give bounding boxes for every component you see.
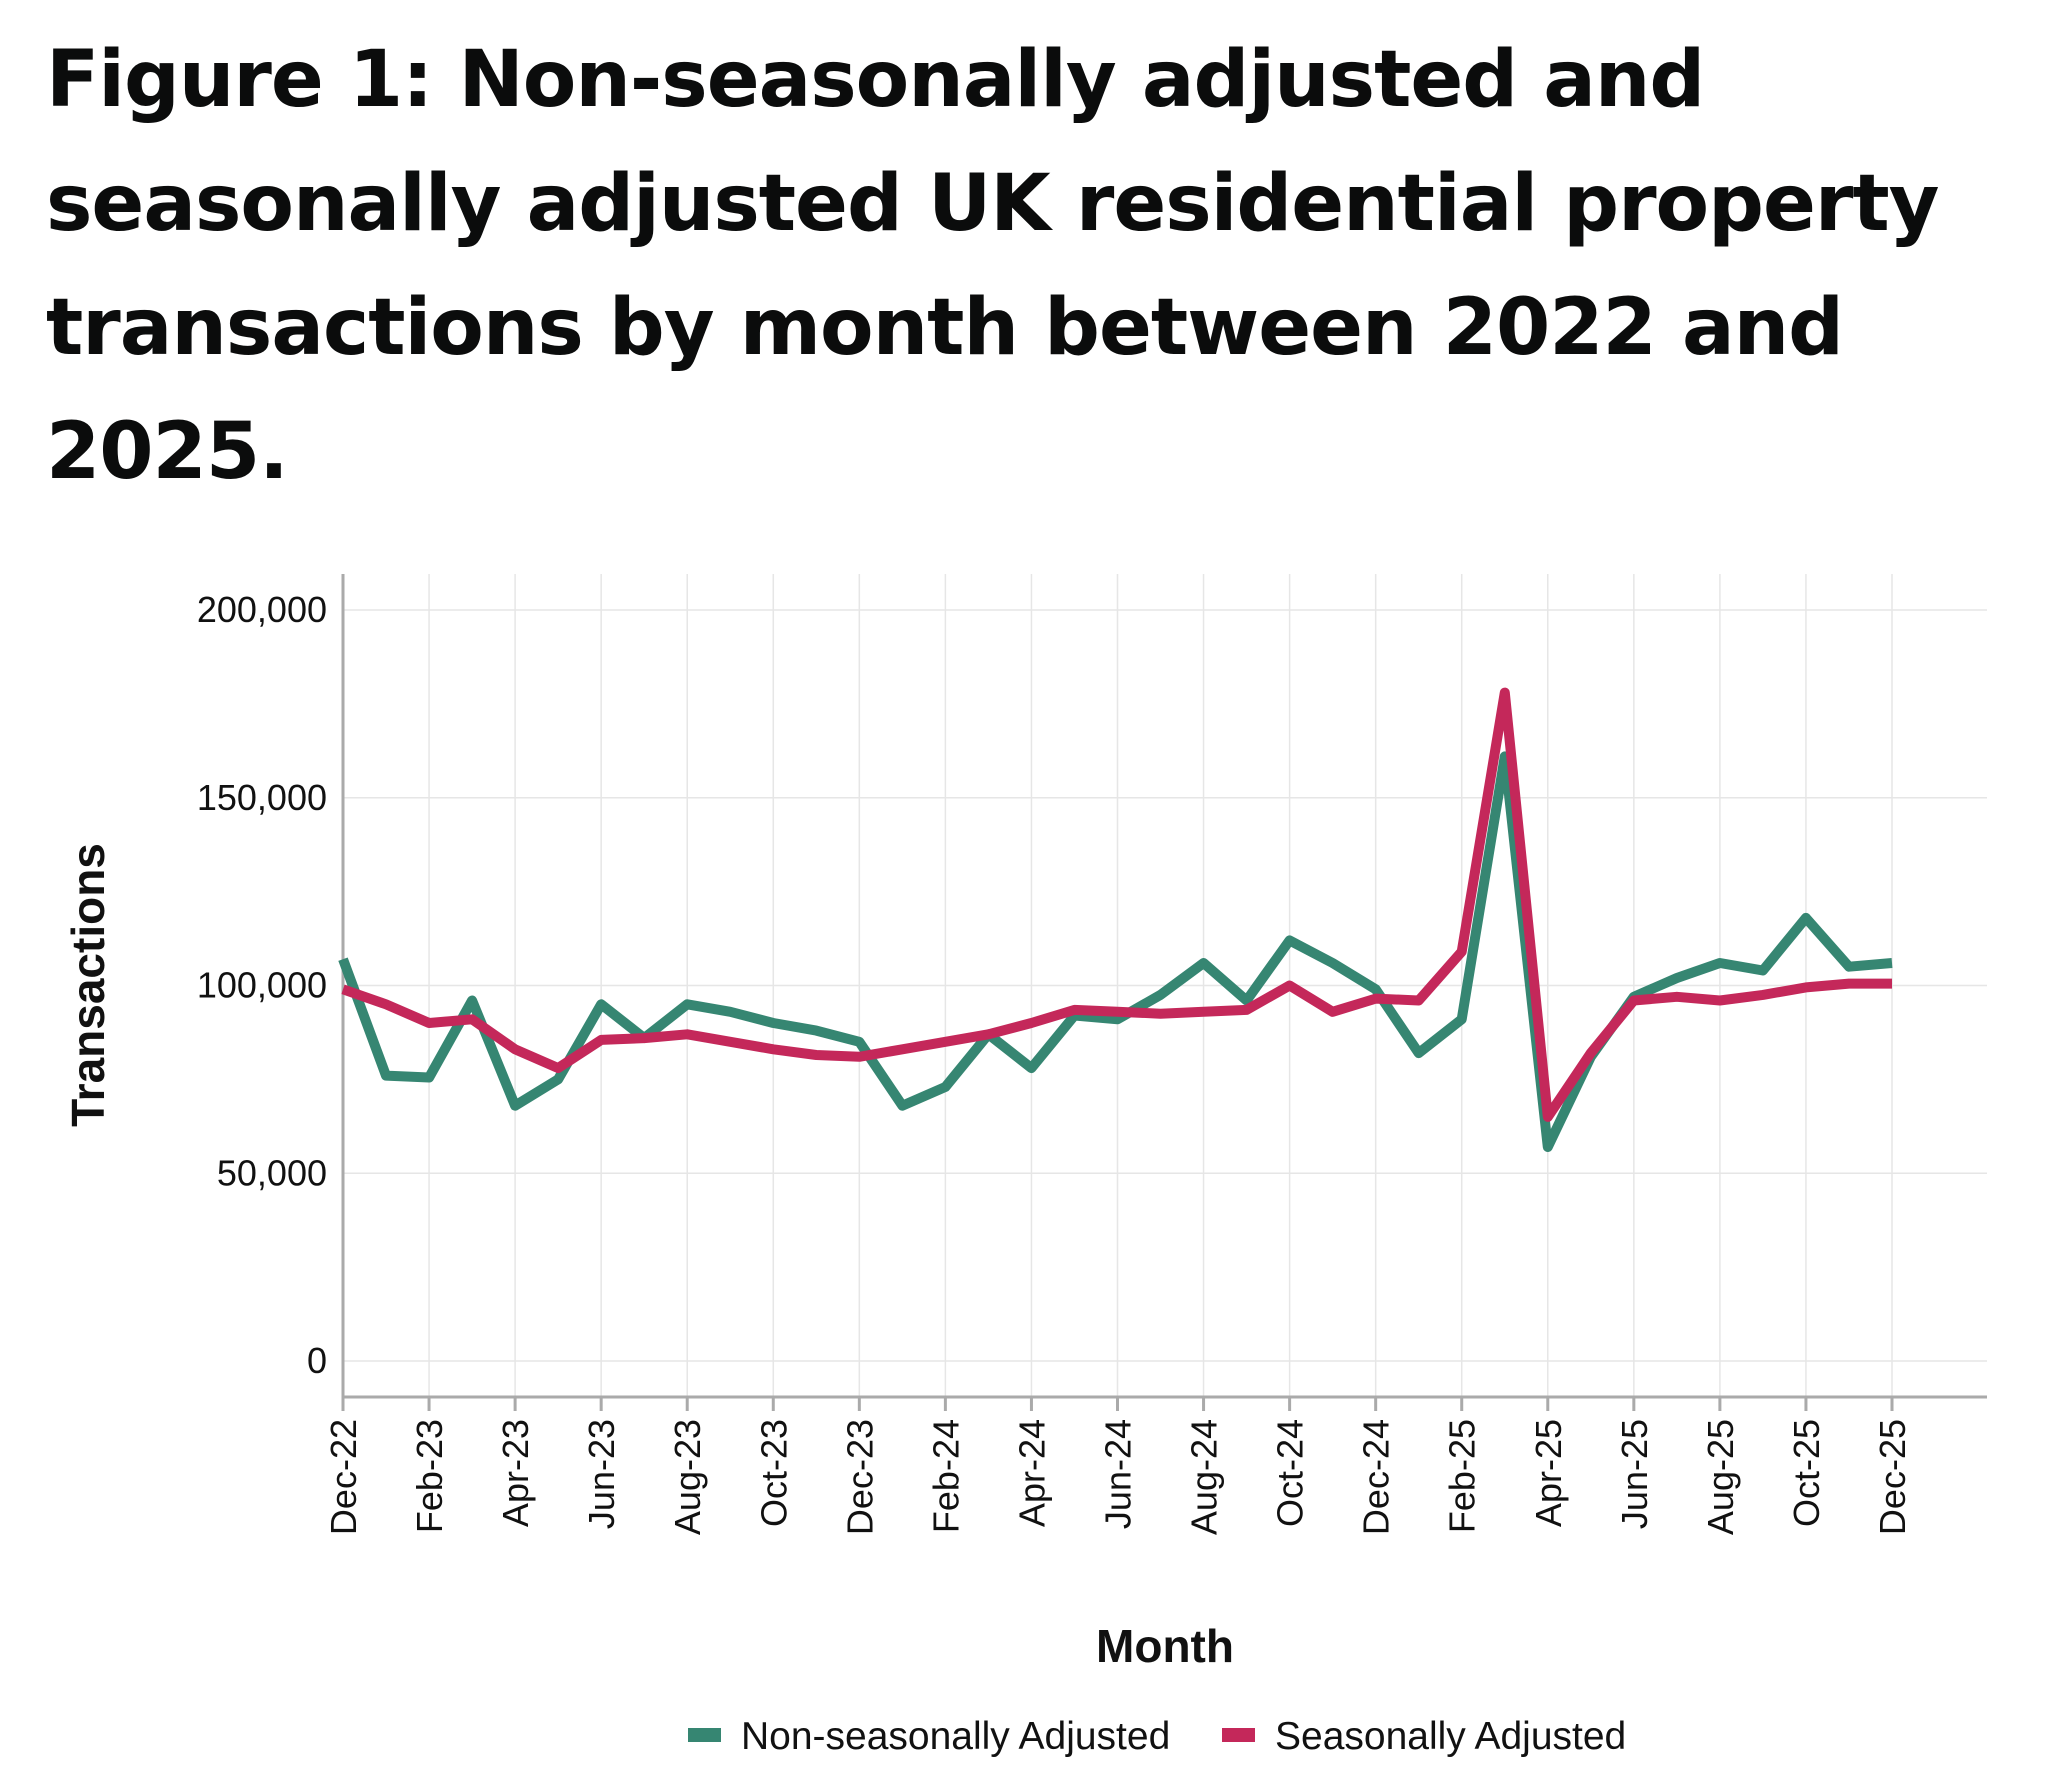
y-tick-label: 50,000 <box>217 1152 327 1193</box>
x-tick-label: Dec-23 <box>839 1419 880 1535</box>
series-lines <box>338 687 1893 1152</box>
x-tick-label: Jun-25 <box>1614 1419 1655 1529</box>
x-tick-label: Feb-23 <box>409 1419 450 1533</box>
legend: Non-seasonally Adjusted Seasonally Adjus… <box>688 1715 1626 1758</box>
x-tick-label: Apr-23 <box>495 1419 536 1527</box>
legend-label-nsa: Non-seasonally Adjusted <box>741 1715 1170 1758</box>
x-tick-label: Apr-24 <box>1011 1419 1052 1527</box>
x-tick-label: Oct-24 <box>1270 1419 1311 1527</box>
x-axis-title: Month <box>1096 1620 1234 1672</box>
y-axis-title: Transactions <box>62 843 114 1127</box>
axes: 0 50,000 100,000 150,000 200,000 Dec-22 Feb-23… <box>197 574 1987 1535</box>
x-tick-label: Oct-23 <box>753 1419 794 1527</box>
legend-swatch-sa <box>1222 1728 1255 1742</box>
legend-swatch-nsa <box>688 1728 721 1742</box>
x-tick-label: Feb-25 <box>1442 1419 1483 1533</box>
x-tick-label: Dec-25 <box>1872 1419 1913 1535</box>
x-tick-label: Dec-22 <box>323 1419 364 1535</box>
x-tick-label: Apr-25 <box>1528 1419 1569 1527</box>
y-tick-label: 100,000 <box>197 965 327 1006</box>
y-tick-label: 150,000 <box>197 777 327 818</box>
x-tick-label: Aug-24 <box>1184 1419 1225 1535</box>
x-tick-label: Aug-25 <box>1700 1419 1741 1535</box>
x-tick-label: Dec-24 <box>1356 1419 1397 1535</box>
x-tick-label: Oct-25 <box>1786 1419 1827 1527</box>
y-tick-label: 200,000 <box>197 589 327 630</box>
x-tick-label: Aug-23 <box>667 1419 708 1535</box>
x-tick-label: Feb-24 <box>925 1419 966 1533</box>
x-tick-label: Jun-23 <box>581 1419 622 1529</box>
y-tick-label: 0 <box>307 1340 327 1381</box>
x-tick-label: Jun-24 <box>1098 1419 1139 1529</box>
legend-label-sa: Seasonally Adjusted <box>1275 1715 1626 1758</box>
chart-title: Figure 1: Non-seasonally adjusted and se… <box>46 35 1939 497</box>
